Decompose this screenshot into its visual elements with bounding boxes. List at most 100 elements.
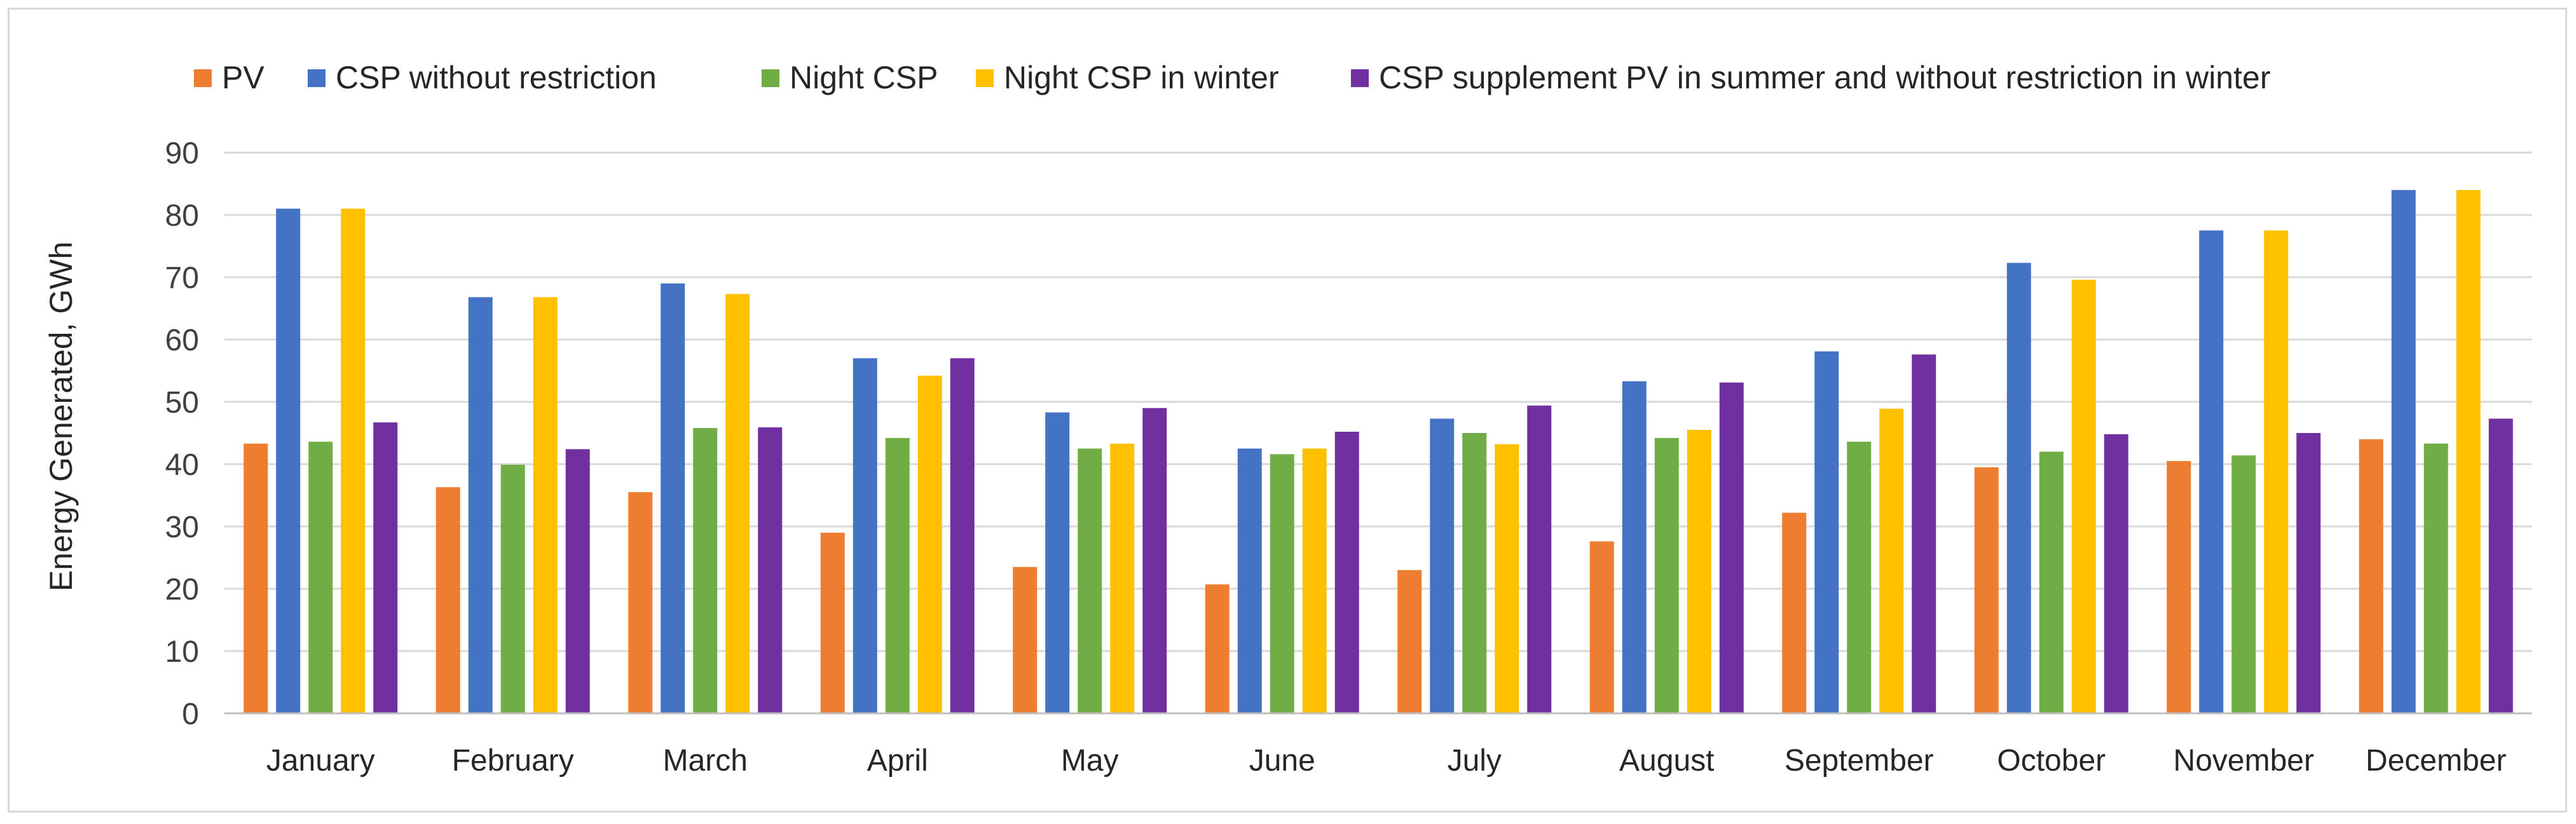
bar-csp-supplement-pv-in-summer-and-without-restriction-in-winter-february (565, 449, 590, 713)
legend-swatch (1351, 69, 1369, 87)
bar-csp-supplement-pv-in-summer-and-without-restriction-in-winter-january (373, 422, 398, 713)
x-tick-label: March (663, 744, 748, 778)
y-tick-label: 80 (165, 199, 199, 233)
bar-pv-september (1782, 512, 1807, 713)
legend-swatch (976, 69, 994, 87)
legend-swatch (762, 69, 779, 87)
bar-pv-april (820, 532, 845, 713)
bar-csp-supplement-pv-in-summer-and-without-restriction-in-winter-august (1719, 382, 1744, 713)
bar-night-csp-in-winter-december (2456, 189, 2481, 713)
y-tick-label: 70 (165, 261, 199, 295)
y-tick-label: 40 (165, 448, 199, 482)
bar-pv-november (2167, 461, 2191, 713)
bar-csp-supplement-pv-in-summer-and-without-restriction-in-winter-october (2104, 434, 2128, 713)
bar-pv-december (2359, 439, 2383, 713)
x-tick-label: July (1448, 744, 1502, 778)
bar-csp-without-restriction-march (661, 283, 685, 713)
legend-label: CSP supplement PV in summer and without … (1379, 60, 2270, 95)
bar-night-csp-november (2231, 455, 2256, 713)
x-tick-label: June (1249, 744, 1315, 778)
gridlines (224, 151, 2532, 652)
bar-night-csp-march (693, 428, 718, 713)
bar-night-csp-in-winter-september (1879, 408, 1904, 713)
bar-night-csp-in-winter-november (2264, 230, 2289, 713)
legend-swatch (194, 69, 212, 87)
bar-csp-without-restriction-july (1430, 418, 1455, 713)
y-tick-label: 90 (165, 137, 199, 170)
bar-pv-may (1013, 566, 1038, 713)
y-tick-label: 0 (182, 697, 199, 731)
chart-frame: PV CSP without restriction Night CSP Night … (8, 8, 2567, 813)
bar-night-csp-february (500, 464, 525, 713)
x-tick-label: February (452, 744, 574, 778)
bar-night-csp-june (1270, 454, 1294, 713)
x-tick-label: August (1619, 744, 1714, 778)
x-tick-label: May (1061, 744, 1119, 778)
bar-csp-supplement-pv-in-summer-and-without-restriction-in-winter-may (1142, 408, 1167, 713)
bar-pv-june (1205, 584, 1230, 713)
bar-csp-without-restriction-october (2006, 263, 2031, 714)
bar-csp-supplement-pv-in-summer-and-without-restriction-in-winter-november (2296, 433, 2321, 713)
y-tick-label: 50 (165, 386, 199, 420)
bar-night-csp-july (1462, 433, 1487, 713)
x-tick-label: April (867, 744, 928, 778)
bar-csp-without-restriction-august (1622, 381, 1647, 713)
legend-label: Night CSP in winter (1004, 60, 1279, 95)
legend: PV CSP without restriction Night CSP Night … (194, 60, 2270, 95)
bar-csp-without-restriction-september (1814, 351, 1839, 713)
bar-chart: PV CSP without restriction Night CSP Night … (43, 60, 2532, 778)
bar-night-csp-january (308, 441, 333, 713)
bar-night-csp-may (1078, 448, 1102, 713)
y-tick-label: 30 (165, 511, 199, 544)
x-tick-label: November (2174, 744, 2314, 778)
bar-pv-august (1589, 541, 1614, 713)
bar-csp-without-restriction-january (276, 209, 301, 713)
legend-label: PV (222, 60, 264, 95)
y-axis-title: Energy Generated, GWh (43, 242, 79, 591)
legend-label: CSP without restriction (336, 60, 657, 95)
bar-pv-march (628, 492, 653, 713)
bar-csp-supplement-pv-in-summer-and-without-restriction-in-winter-march (758, 427, 783, 713)
bar-night-csp-in-winter-june (1302, 448, 1327, 713)
bar-night-csp-august (1654, 437, 1679, 713)
y-tick-label: 20 (165, 573, 199, 607)
x-axis-ticks: January February March April May June July Augu… (266, 744, 2507, 778)
x-tick-label: September (1785, 744, 1934, 778)
bar-pv-october (1974, 467, 1999, 713)
bar-pv-january (243, 443, 268, 713)
legend-swatch (308, 69, 325, 87)
bar-night-csp-in-winter-april (917, 375, 942, 713)
legend-label: Night CSP (790, 60, 938, 95)
bar-night-csp-october (2039, 451, 2064, 713)
bar-night-csp-in-winter-may (1110, 443, 1135, 713)
bar-pv-july (1397, 570, 1422, 713)
bar-night-csp-in-winter-july (1495, 444, 1519, 713)
bar-night-csp-in-winter-october (2071, 279, 2096, 713)
bar-csp-without-restriction-february (468, 297, 493, 713)
bar-csp-without-restriction-december (2391, 189, 2416, 713)
bar-csp-without-restriction-november (2199, 230, 2224, 713)
bar-night-csp-in-winter-march (725, 294, 750, 714)
bar-csp-without-restriction-april (853, 358, 877, 713)
bar-csp-supplement-pv-in-summer-and-without-restriction-in-winter-december (2488, 418, 2513, 713)
x-tick-label: December (2366, 744, 2506, 778)
bar-night-csp-in-winter-february (533, 297, 558, 713)
bar-night-csp-in-winter-january (341, 209, 366, 713)
bar-night-csp-in-winter-august (1687, 430, 1711, 713)
bars (243, 189, 2513, 714)
y-axis-ticks: 0 10 20 30 40 50 60 70 80 90 (165, 137, 199, 731)
x-tick-label: January (266, 744, 375, 778)
bar-csp-supplement-pv-in-summer-and-without-restriction-in-winter-april (950, 358, 975, 713)
bar-pv-february (435, 487, 460, 713)
bar-csp-without-restriction-june (1237, 448, 1262, 713)
bar-csp-supplement-pv-in-summer-and-without-restriction-in-winter-september (1912, 354, 1936, 713)
y-tick-label: 10 (165, 635, 199, 669)
bar-csp-supplement-pv-in-summer-and-without-restriction-in-winter-july (1527, 405, 1552, 713)
bar-night-csp-april (885, 437, 910, 713)
y-tick-label: 60 (165, 324, 199, 357)
bar-csp-supplement-pv-in-summer-and-without-restriction-in-winter-june (1334, 432, 1359, 713)
x-tick-label: October (1997, 744, 2106, 778)
bar-night-csp-september (1847, 441, 1872, 713)
bar-night-csp-december (2423, 443, 2448, 713)
bar-csp-without-restriction-may (1045, 412, 1070, 713)
